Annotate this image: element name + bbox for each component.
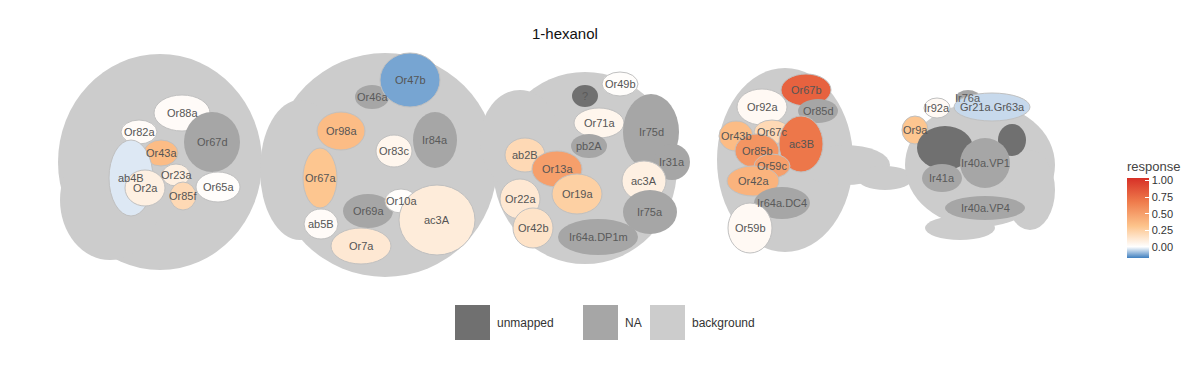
- svg-text:Or7a: Or7a: [349, 240, 374, 252]
- svg-text:response: response: [1127, 159, 1180, 174]
- svg-text:Or42a: Or42a: [738, 175, 769, 187]
- svg-text:Ir75d: Ir75d: [639, 126, 664, 138]
- svg-text:Ir40a.VP1: Ir40a.VP1: [961, 157, 1010, 169]
- svg-text:Or59b: Or59b: [735, 222, 766, 234]
- svg-text:0.00: 0.00: [1152, 241, 1173, 253]
- svg-text:Or92a: Or92a: [747, 101, 778, 113]
- svg-text:Or67d: Or67d: [197, 136, 228, 148]
- svg-text:NA: NA: [625, 316, 642, 330]
- svg-text:Or65a: Or65a: [203, 181, 234, 193]
- svg-text:0.75: 0.75: [1152, 191, 1173, 203]
- svg-text:Or85f: Or85f: [169, 190, 197, 202]
- svg-text:Ir92a: Ir92a: [924, 102, 950, 114]
- svg-text:Ir40a.VP4: Ir40a.VP4: [961, 202, 1010, 214]
- svg-text:Ir75a: Ir75a: [637, 206, 663, 218]
- svg-text:Or43a: Or43a: [146, 147, 177, 159]
- svg-text:Or46a: Or46a: [357, 91, 388, 103]
- svg-text:ab4B: ab4B: [118, 172, 144, 184]
- svg-text:Or82a: Or82a: [124, 126, 155, 138]
- svg-text:ac3A: ac3A: [631, 175, 657, 187]
- svg-text:ac3B: ac3B: [789, 138, 814, 150]
- svg-text:Or19a: Or19a: [562, 188, 593, 200]
- svg-text:Ir64a.DP1m: Ir64a.DP1m: [569, 231, 628, 243]
- svg-text:0.25: 0.25: [1152, 224, 1173, 236]
- svg-text:Or2a: Or2a: [133, 182, 158, 194]
- svg-text:Or47b: Or47b: [395, 74, 426, 86]
- svg-text:Or49b: Or49b: [605, 78, 636, 90]
- svg-text:Or23a: Or23a: [161, 169, 192, 181]
- svg-text:background: background: [692, 316, 755, 330]
- svg-text:Or43b: Or43b: [721, 130, 752, 142]
- svg-text:Ir31a: Ir31a: [659, 156, 685, 168]
- svg-text:?: ?: [582, 90, 588, 102]
- svg-text:Ir41a: Ir41a: [929, 172, 955, 184]
- svg-text:Gr21a.Gr63a: Gr21a.Gr63a: [960, 101, 1025, 113]
- svg-text:Or67b: Or67b: [791, 84, 822, 96]
- svg-text:Ir84a: Ir84a: [422, 134, 448, 146]
- svg-text:unmapped: unmapped: [497, 316, 554, 330]
- svg-text:1-hexanol: 1-hexanol: [532, 25, 598, 42]
- svg-text:Or42b: Or42b: [518, 222, 549, 234]
- svg-text:Or59c: Or59c: [757, 160, 787, 172]
- svg-text:Or22a: Or22a: [505, 193, 536, 205]
- svg-text:Or9a: Or9a: [903, 124, 928, 136]
- svg-text:Or85d: Or85d: [803, 105, 834, 117]
- svg-text:Ir76a: Ir76a: [955, 92, 981, 104]
- svg-text:pb2A: pb2A: [576, 140, 602, 152]
- svg-text:Or88a: Or88a: [167, 107, 198, 119]
- svg-text:Or10a: Or10a: [386, 195, 417, 207]
- svg-text:ac3A: ac3A: [424, 214, 450, 226]
- svg-text:0.50: 0.50: [1152, 208, 1173, 220]
- svg-text:ab2B: ab2B: [512, 149, 538, 161]
- svg-text:Or67c: Or67c: [757, 126, 787, 138]
- svg-text:Or83c: Or83c: [379, 145, 409, 157]
- svg-text:Or85b: Or85b: [742, 145, 773, 157]
- svg-text:Or13a: Or13a: [542, 163, 573, 175]
- svg-text:Or69a: Or69a: [353, 205, 384, 217]
- svg-text:1.00: 1.00: [1152, 174, 1173, 186]
- svg-text:Or98a: Or98a: [326, 125, 357, 137]
- svg-text:Or67a: Or67a: [305, 172, 336, 184]
- svg-text:Or71a: Or71a: [584, 117, 615, 129]
- svg-text:Ir64a.DC4: Ir64a.DC4: [757, 197, 807, 209]
- svg-text:ab5B: ab5B: [308, 218, 334, 230]
